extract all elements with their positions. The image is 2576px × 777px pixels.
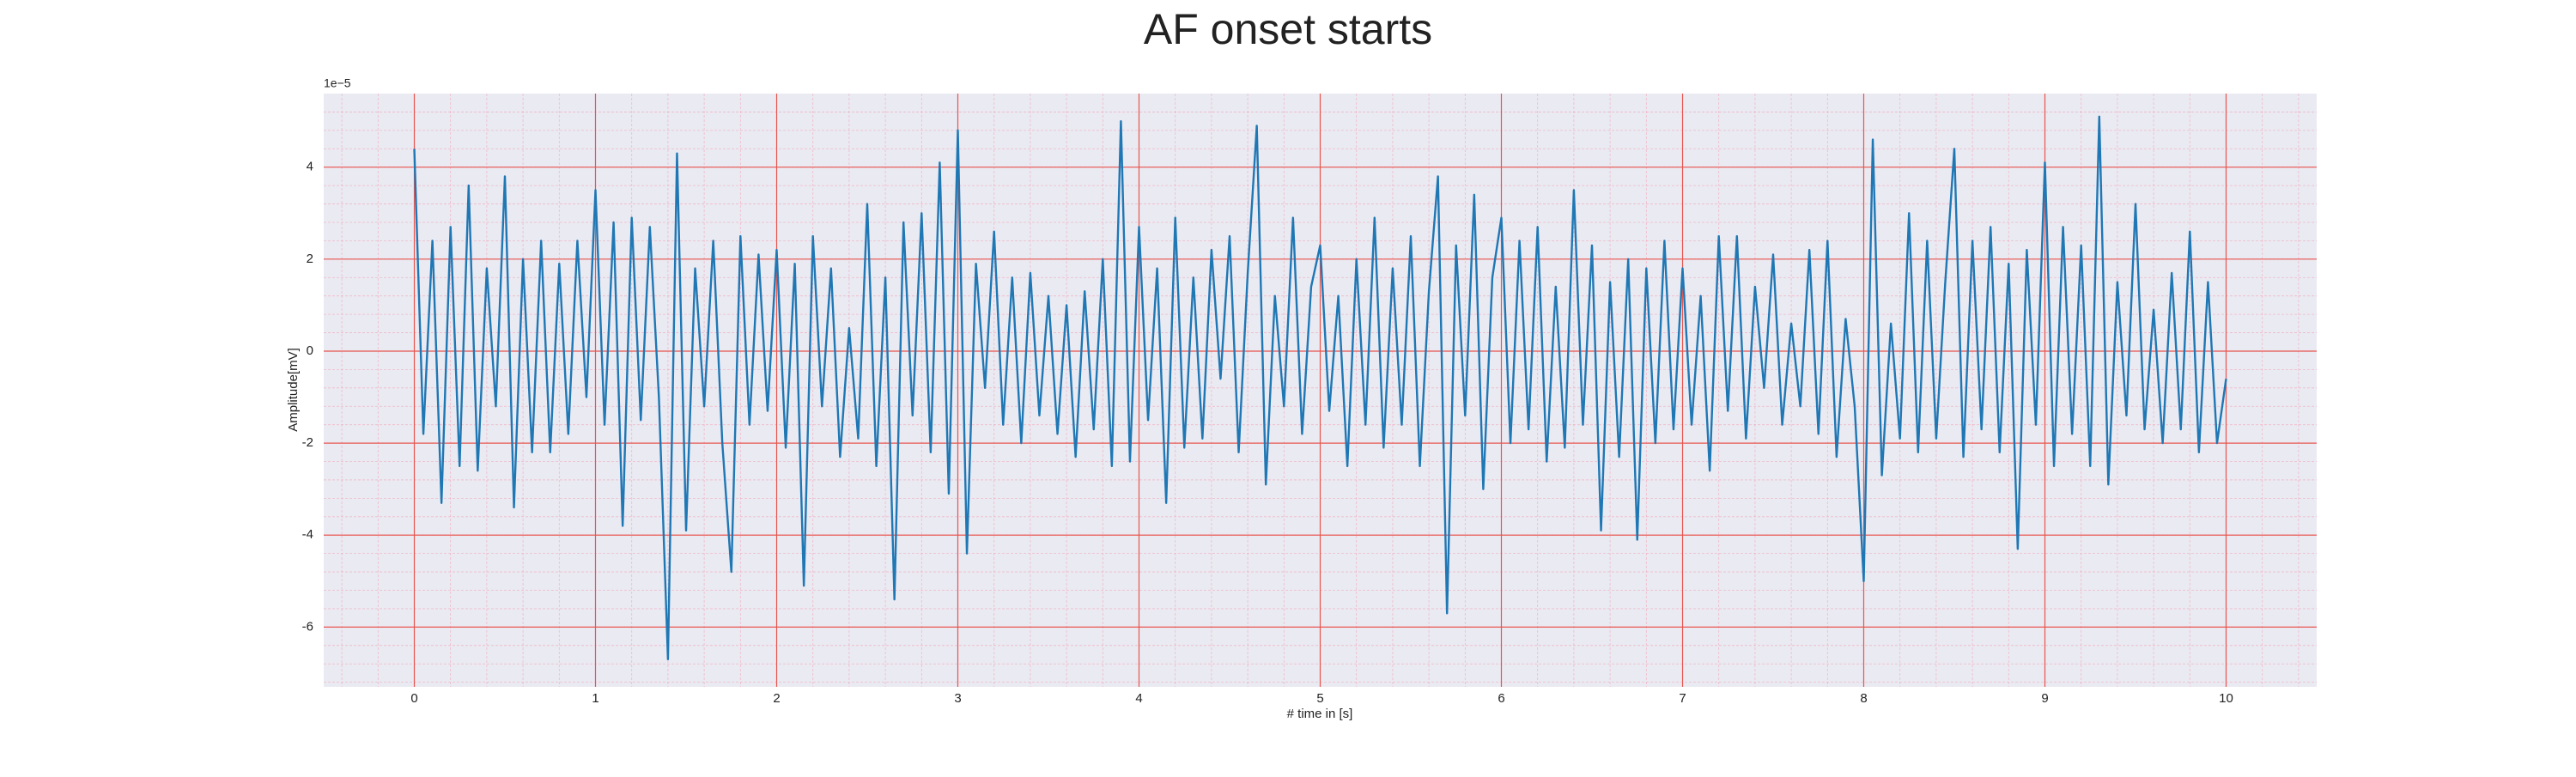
x-tick-label: 2	[773, 691, 780, 706]
x-tick-label: 0	[410, 691, 417, 706]
y-axis-label: Amplitude[mV]	[286, 348, 301, 432]
x-tick-label: 10	[2219, 691, 2233, 706]
x-tick-label: 6	[1498, 691, 1504, 706]
y-tick-label: -4	[302, 527, 313, 542]
x-tick-label: 7	[1679, 691, 1686, 706]
x-tick-label: 8	[1860, 691, 1867, 706]
y-tick-label: -2	[302, 435, 313, 450]
y-offset-label: 1e−5	[324, 76, 351, 90]
signal-line	[413, 115, 2227, 661]
x-axis-label: # time in [s]	[1287, 707, 1353, 721]
y-tick-label: 2	[307, 252, 313, 266]
chart-title: AF onset starts	[1144, 5, 1432, 53]
y-tick-label: -6	[302, 619, 313, 634]
x-tick-label: 9	[2041, 691, 2048, 706]
y-tick-label: 0	[307, 343, 313, 358]
x-tick-label: 3	[954, 691, 961, 706]
x-tick-label: 1	[592, 691, 598, 706]
x-tick-label: 4	[1135, 691, 1142, 706]
x-tick-label: 5	[1316, 691, 1323, 706]
y-tick-label: 4	[307, 160, 313, 174]
